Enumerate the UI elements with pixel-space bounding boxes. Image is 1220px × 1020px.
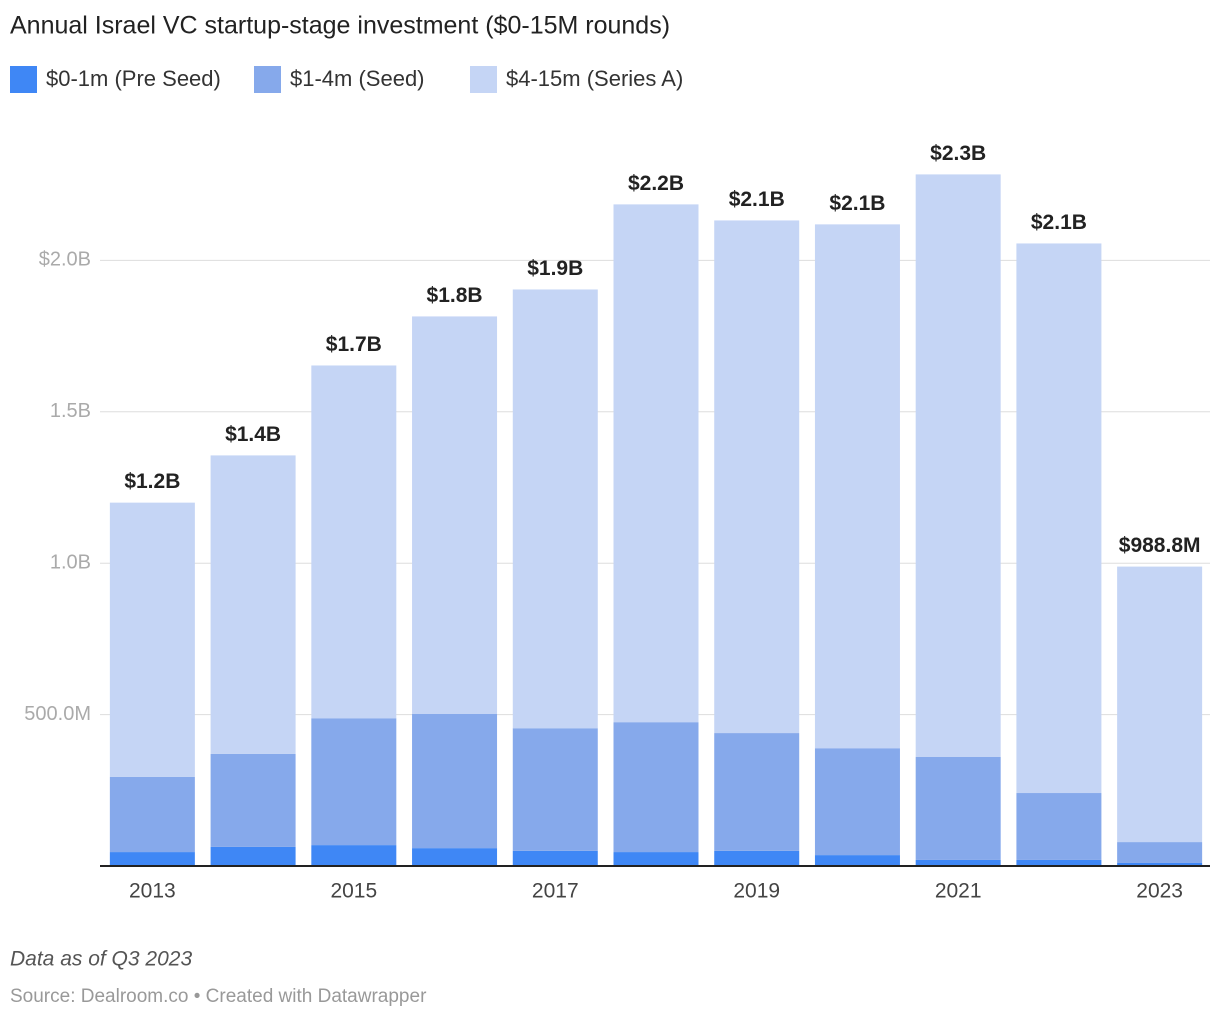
total-label: $1.7B xyxy=(326,333,382,356)
bar-segment xyxy=(814,748,900,856)
total-label: $2.1B xyxy=(1031,211,1087,234)
total-label: $2.1B xyxy=(729,188,785,211)
chart-title: Annual Israel VC startup-stage investmen… xyxy=(10,12,670,40)
bar-segment xyxy=(109,776,195,853)
bar-segment xyxy=(915,174,1001,757)
bar-segment xyxy=(915,859,1001,866)
note: Data as of Q3 2023 xyxy=(10,948,192,971)
bar-segment xyxy=(412,848,498,866)
bar-segment xyxy=(109,502,195,777)
y-tick-label: $2.0B xyxy=(39,249,91,271)
total-label: $1.2B xyxy=(124,470,180,493)
bar-segment xyxy=(1016,793,1102,860)
bar-segment xyxy=(613,204,699,723)
legend-swatch xyxy=(254,66,281,93)
bar-segment xyxy=(1016,243,1102,794)
bar-segment xyxy=(714,733,800,851)
bar-segment xyxy=(814,855,900,866)
total-label: $2.2B xyxy=(628,172,684,195)
total-label: $2.3B xyxy=(930,142,986,165)
bar-segment xyxy=(210,846,296,866)
bar-segment xyxy=(210,753,296,847)
x-tick-label: 2023 xyxy=(1136,880,1183,903)
bar-segment xyxy=(714,850,800,866)
x-tick-label: 2019 xyxy=(733,880,780,903)
bar-segment xyxy=(1117,862,1203,866)
bar-segment xyxy=(613,852,699,866)
total-label: $1.4B xyxy=(225,423,281,446)
bar-segment xyxy=(311,718,397,846)
bar-segment xyxy=(1016,859,1102,866)
bar-segment xyxy=(512,850,598,866)
legend-label: $0-1m (Pre Seed) xyxy=(46,66,221,91)
total-label: $988.8M xyxy=(1119,534,1201,557)
x-tick-label: 2021 xyxy=(935,880,982,903)
bar-segment xyxy=(915,756,1001,860)
x-tick-label: 2013 xyxy=(129,880,176,903)
bar-segment xyxy=(210,455,296,754)
legend-swatch xyxy=(470,66,497,93)
bar-segment xyxy=(1117,566,1203,843)
bar-segment xyxy=(412,713,498,849)
y-tick-label: 1.0B xyxy=(50,551,91,573)
bar-segment xyxy=(412,316,498,714)
bar-segment xyxy=(814,224,900,749)
bar-segment xyxy=(613,722,699,853)
bar-segment xyxy=(512,728,598,851)
bar-segment xyxy=(109,852,195,866)
bar-segment xyxy=(714,220,800,734)
x-tick-label: 2015 xyxy=(330,880,377,903)
x-tick-label: 2017 xyxy=(532,880,579,903)
legend-label: $1-4m (Seed) xyxy=(290,66,425,91)
bar-segment xyxy=(512,289,598,729)
total-label: $1.9B xyxy=(527,257,583,280)
legend-label: $4-15m (Series A) xyxy=(506,66,683,91)
total-label: $2.1B xyxy=(829,192,885,215)
bar-segment xyxy=(1117,842,1203,863)
bar-segment xyxy=(311,365,397,719)
bar-segment xyxy=(311,845,397,866)
y-tick-label: 500.0M xyxy=(24,703,91,725)
source: Source: Dealroom.co • Created with Dataw… xyxy=(10,986,427,1007)
y-tick-label: 1.5B xyxy=(50,400,91,422)
legend-swatch xyxy=(10,66,37,93)
total-label: $1.8B xyxy=(427,284,483,307)
